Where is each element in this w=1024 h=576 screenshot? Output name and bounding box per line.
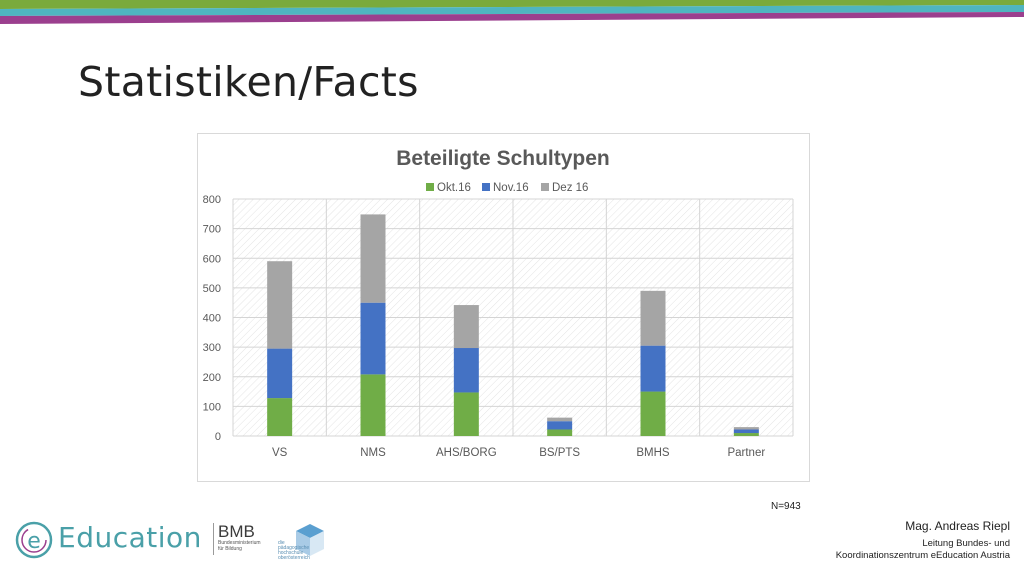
eeducation-logo-text: Education — [58, 521, 202, 554]
author-name: Mag. Andreas Riepl — [905, 519, 1010, 533]
x-tick-label: VS — [272, 447, 288, 459]
bar-segment — [453, 305, 479, 349]
bar-segment — [267, 348, 293, 399]
bar-segment — [640, 345, 666, 392]
y-tick-label: 100 — [203, 401, 221, 413]
legend-swatch — [482, 183, 490, 191]
chart-legend: Okt.16 Nov.16 Dez 16 — [426, 182, 588, 194]
bar-segment — [547, 429, 573, 436]
legend-label: Dez 16 — [552, 182, 588, 194]
author-role: Leitung Bundes- und Koordinationszentrum… — [835, 538, 1010, 561]
stripe-green — [0, 0, 1024, 9]
bar-segment — [360, 214, 386, 303]
bar-segment — [267, 398, 293, 436]
x-tick-label: BMHS — [636, 447, 670, 459]
stripe-purple — [0, 12, 1024, 24]
slide-title: Statistiken/Facts — [78, 58, 419, 106]
chart-title: Beteiligte Schultypen — [396, 147, 610, 170]
eeducation-logo: e Education — [14, 515, 201, 565]
bar-segment — [360, 374, 386, 436]
y-tick-label: 800 — [203, 194, 221, 206]
x-tick-label: NMS — [360, 447, 386, 459]
y-tick-label: 0 — [215, 431, 221, 443]
bar-segment — [547, 421, 573, 430]
bar-segment — [360, 302, 386, 375]
y-tick-label: 500 — [203, 283, 221, 295]
bar-segment — [733, 429, 759, 434]
bar-segment — [733, 427, 759, 430]
bar-segment — [640, 391, 666, 436]
legend-swatch — [541, 183, 549, 191]
bmb-abbr: BMB — [218, 522, 255, 541]
bmb-logo: BMB Bundesministerium für Bildung — [213, 523, 278, 555]
plot-area: 0 100 200 300 400 500 600 700 800 VS NMS AHS/BORG BS… — [203, 194, 794, 459]
bar-segment — [453, 392, 479, 436]
bar-segment — [267, 261, 293, 349]
x-tick-label: Partner — [727, 447, 765, 459]
ph-logo-text: die pädagogische hochschule oberösterrei… — [278, 540, 310, 561]
sample-size-note: N=943 — [771, 501, 801, 512]
bar-segment — [733, 433, 759, 436]
x-tick-label: AHS/BORG — [436, 447, 497, 459]
y-tick-label: 400 — [203, 313, 221, 325]
stacked-bar-chart: Beteiligte Schultypen Okt.16 Nov.16 Dez 16… — [203, 147, 794, 459]
y-tick-label: 200 — [203, 372, 221, 384]
bmb-line1: Bundesministerium — [218, 540, 261, 546]
x-tick-label: BS/PTS — [539, 447, 580, 459]
y-tick-label: 700 — [203, 224, 221, 236]
bmb-line2: für Bildung — [218, 546, 242, 552]
author-block: Mag. Andreas Riepl Leitung Bundes- und K… — [836, 518, 1010, 562]
bar-segment — [640, 290, 666, 346]
eeducation-e-icon: e — [15, 521, 53, 559]
chart-container: Beteiligte Schultypen Okt.16 Nov.16 Dez 16… — [197, 133, 810, 482]
bar-segment — [453, 348, 479, 393]
header-stripes — [0, 0, 1024, 24]
y-tick-label: 300 — [203, 342, 221, 354]
ph-logo-icon — [296, 524, 324, 556]
y-tick-label: 600 — [203, 253, 221, 265]
legend-label: Okt.16 — [437, 182, 471, 194]
legend-swatch — [426, 183, 434, 191]
stripe-teal — [0, 5, 1024, 16]
legend-label: Nov.16 — [493, 182, 529, 194]
bar-segment — [547, 417, 573, 422]
svg-text:e: e — [27, 529, 41, 554]
